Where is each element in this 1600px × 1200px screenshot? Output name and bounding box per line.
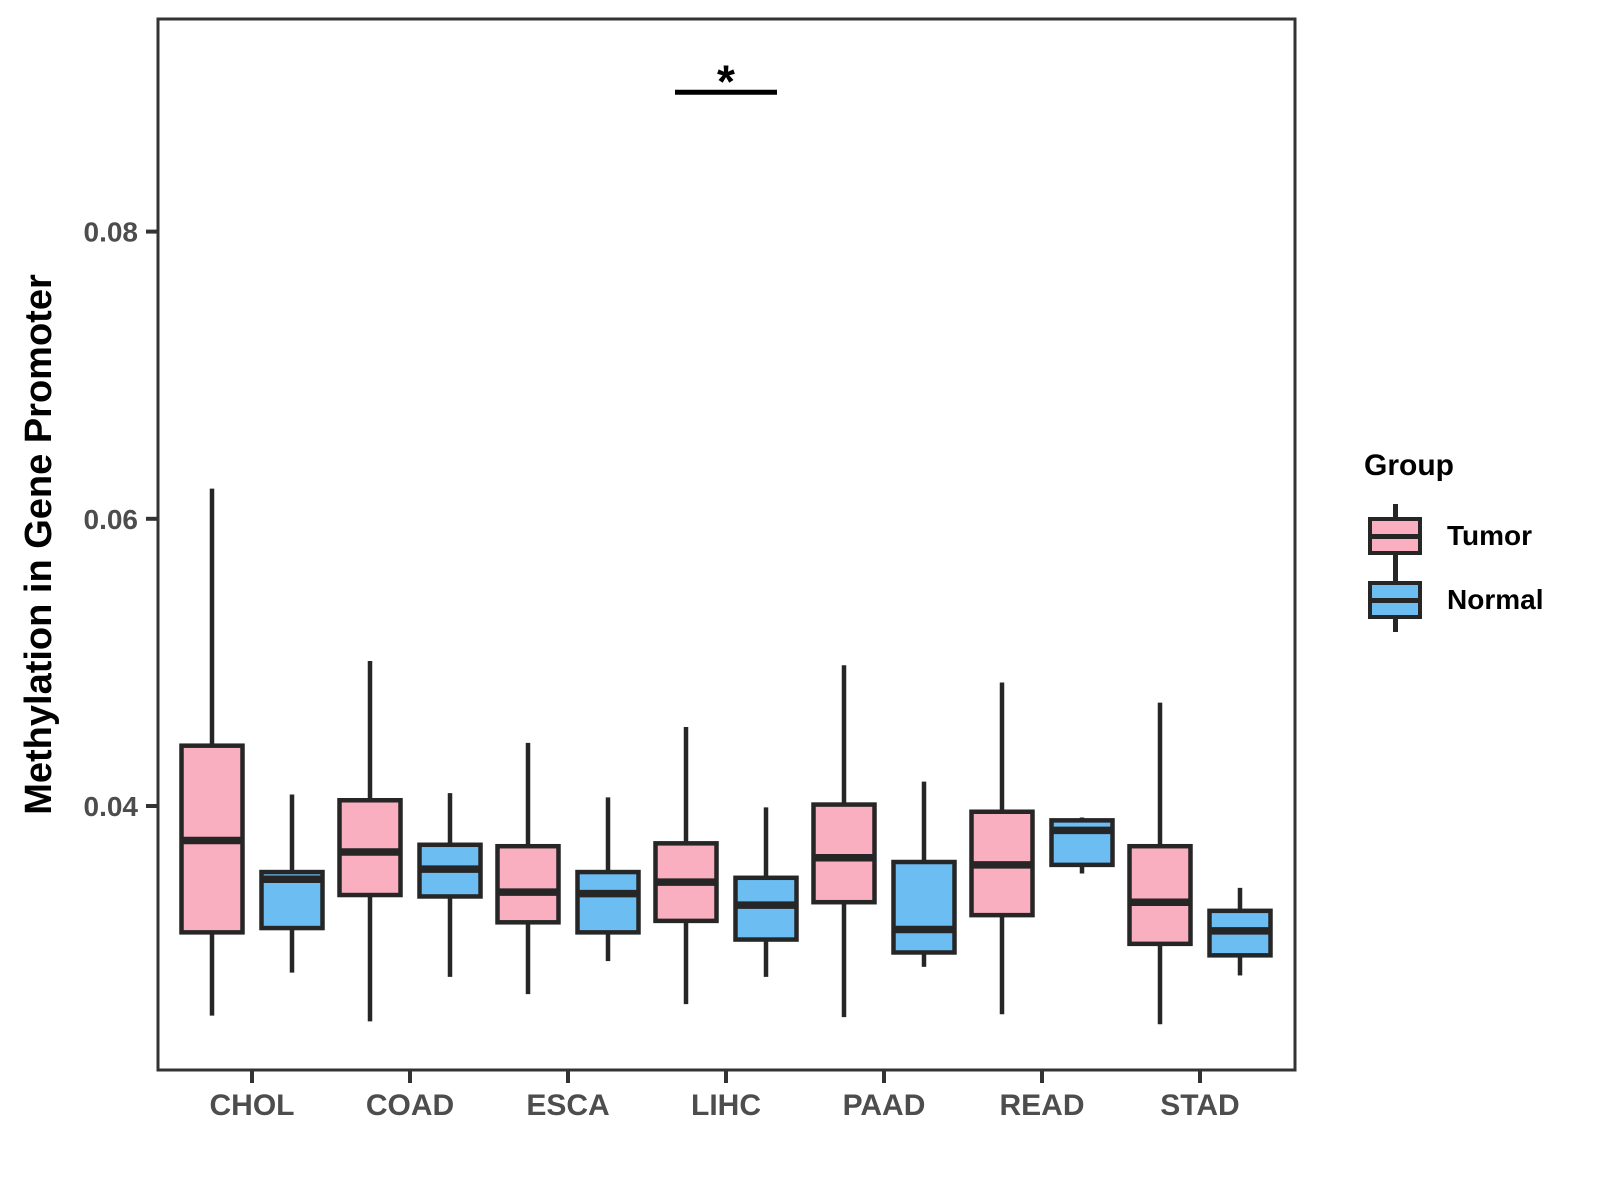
- x-tick-label-PAAD: PAAD: [843, 1089, 926, 1122]
- box-tumor-ESCA: [495, 742, 561, 995]
- plot-panel: [156, 17, 1297, 1072]
- box-rect: [495, 843, 561, 925]
- x-tick-label-READ: READ: [999, 1089, 1084, 1122]
- box-normal-READ: [1049, 817, 1115, 874]
- box-tumor-LIHC: [653, 727, 719, 1005]
- legend-item-tumor: Tumor: [1340, 504, 1543, 568]
- box-normal-ESCA: [575, 797, 641, 962]
- box-rect: [337, 798, 403, 898]
- legend-item-normal: Normal: [1340, 568, 1543, 632]
- legend-title: Group: [1364, 449, 1454, 482]
- box-tumor-STAD: [1127, 702, 1193, 1025]
- box-tumor-READ: [969, 682, 1035, 1015]
- y-tick-label-0.04: 0.04: [84, 791, 139, 822]
- y-axis-title: Methylation in Gene Promoter: [18, 274, 60, 815]
- legend-key-boxplot-icon: [1368, 568, 1422, 632]
- box-rect: [811, 802, 877, 905]
- legend-key-median: [1368, 597, 1422, 603]
- box-rect: [575, 869, 641, 935]
- box-tumor-CHOL: [179, 488, 245, 1016]
- legend-key-median: [1368, 533, 1422, 539]
- legend-label-tumor: Tumor: [1447, 520, 1533, 551]
- legend-key-boxplot-icon: [1368, 504, 1422, 568]
- box-normal-COAD: [417, 793, 483, 977]
- box-normal-CHOL: [259, 794, 325, 973]
- box-normal-LIHC: [733, 807, 799, 977]
- significance-asterisk: *: [717, 55, 735, 107]
- box-rect: [1127, 843, 1193, 947]
- box-tumor-PAAD: [811, 665, 877, 1018]
- box-normal-STAD: [1207, 887, 1273, 976]
- box-tumor-COAD: [337, 660, 403, 1022]
- legend-label-normal: Normal: [1447, 584, 1544, 615]
- box-rect: [891, 859, 957, 955]
- x-tick-label-ESCA: ESCA: [526, 1089, 609, 1122]
- box-normal-PAAD: [891, 781, 957, 967]
- x-tick-label-CHOL: CHOL: [210, 1089, 295, 1122]
- x-tick-label-LIHC: LIHC: [691, 1089, 761, 1122]
- legend: Group Tumor Normal: [1340, 444, 1543, 632]
- x-tick-label-COAD: COAD: [366, 1089, 454, 1122]
- y-tick-label-0.08: 0.08: [84, 217, 139, 248]
- y-tick-label-0.06: 0.06: [84, 504, 139, 535]
- x-tick-label-STAD: STAD: [1160, 1089, 1239, 1122]
